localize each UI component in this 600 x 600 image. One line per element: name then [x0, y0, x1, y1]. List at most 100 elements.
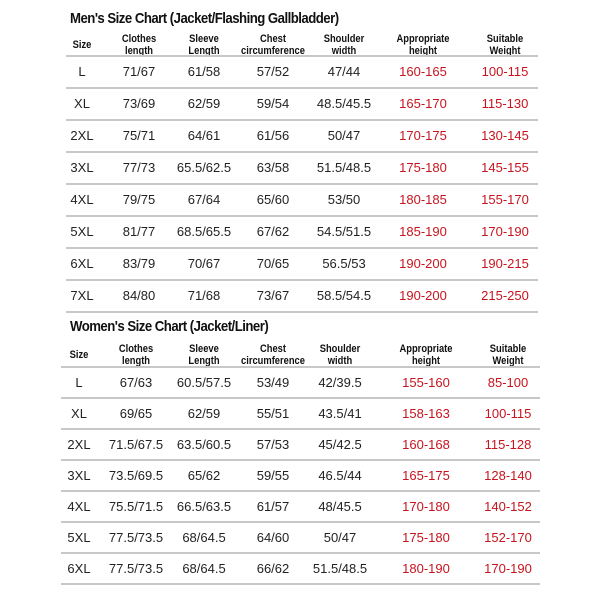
table-cell: 3XL	[70, 160, 94, 175]
table-cell: 7XL	[70, 288, 94, 303]
table-row: XL 73/69 62/59 59/54 48.5/45.5 165-170 115-130	[66, 89, 538, 121]
table-cell: 180-190	[402, 560, 450, 576]
table-cell: 65/60	[256, 192, 290, 207]
table-cell: 100-115	[484, 405, 532, 421]
table-row: 6XL 83/79 70/67 70/65 56.5/53 190-200 190-215	[66, 249, 538, 281]
table-cell: 175-180	[399, 160, 447, 175]
table-cell: 160-168	[402, 436, 450, 452]
table-cell: 2XL	[70, 128, 94, 143]
table-row: 5XL 81/77 68.5/65.5 67/62 54.5/51.5 185-190 17…	[66, 217, 538, 249]
table-cell: XL	[74, 96, 90, 111]
table-cell: 6XL	[70, 256, 94, 271]
table-cell: 160-165	[399, 64, 447, 79]
women-chart-title: Women's Size Chart (Jacket/Liner)	[70, 318, 269, 335]
table-cell: 61/58	[187, 64, 221, 79]
table-cell: 83/79	[122, 256, 156, 271]
table-cell: 140-152	[484, 498, 532, 514]
table-cell: 70/65	[256, 256, 290, 271]
table-row: 3XL 77/73 65.5/62.5 63/58 51.5/48.5 175-180 14…	[66, 153, 538, 185]
table-row: 5XL 77.5/73.5 68/64.5 64/60 50/47 175-180 152-…	[61, 523, 540, 554]
table-cell: 51.5/48.5	[316, 160, 372, 175]
table-cell: 60.5/57.5	[176, 374, 232, 390]
column-header: Chest circumference	[241, 33, 305, 57]
table-cell: 65/62	[187, 467, 221, 483]
table-cell: 165-170	[399, 96, 447, 111]
table-cell: 5XL	[67, 529, 91, 545]
table-cell: 170-175	[399, 128, 447, 143]
table-cell: 152-170	[484, 529, 532, 545]
table-cell: 57/53	[256, 436, 290, 452]
table-cell: 190-200	[399, 256, 447, 271]
table-cell: 63.5/60.5	[176, 436, 232, 452]
header-row: Size Clothes length Sleeve Length Chest cir…	[66, 33, 538, 57]
table-cell: 55/51	[256, 405, 290, 421]
women-size-table: Size Clothes length Sleeve Length Chest cir…	[61, 343, 540, 586]
table-cell: 54.5/51.5	[316, 224, 372, 239]
table-cell: 185-190	[399, 224, 447, 239]
table-cell: 4XL	[67, 498, 91, 514]
column-header: Size	[69, 349, 89, 361]
column-header: Appropriate height	[396, 33, 450, 57]
table-cell: 71.5/67.5	[108, 436, 164, 452]
table-cell: 4XL	[70, 192, 94, 207]
table-cell: 190-200	[399, 288, 447, 303]
table-cell: 61/56	[256, 128, 290, 143]
table-cell: 155-170	[481, 192, 529, 207]
table-cell: L	[75, 374, 83, 390]
table-row: 3XL 73.5/69.5 65/62 59/55 46.5/44 165-175 128-…	[61, 461, 540, 492]
table-cell: 77/73	[122, 160, 156, 175]
table-cell: 46.5/44	[318, 467, 362, 483]
table-row: 4XL 79/75 67/64 65/60 53/50 180-185 155-170	[66, 185, 538, 217]
column-header: Suitable Weight	[486, 33, 524, 57]
column-header: Clothes length	[121, 33, 157, 57]
table-cell: 69/65	[119, 405, 153, 421]
table-cell: 81/77	[122, 224, 156, 239]
table-cell: 67/62	[256, 224, 290, 239]
table-cell: XL	[71, 405, 87, 421]
table-row: L 67/63 60.5/57.5 53/49 42/39.5 155-160 85-100	[61, 368, 540, 399]
table-cell: 66/62	[256, 560, 290, 576]
table-cell: 165-175	[402, 467, 450, 483]
column-header: Shoulder width	[319, 343, 361, 367]
table-cell: 170-190	[481, 224, 529, 239]
table-cell: 6XL	[67, 560, 91, 576]
table-cell: 3XL	[67, 467, 91, 483]
table-cell: 215-250	[481, 288, 529, 303]
table-cell: 53/49	[256, 374, 290, 390]
table-cell: 2XL	[67, 436, 91, 452]
table-cell: 73/67	[256, 288, 290, 303]
table-cell: 59/55	[256, 467, 290, 483]
table-cell: 158-163	[402, 405, 450, 421]
header-divider	[61, 366, 540, 368]
table-cell: 48.5/45.5	[316, 96, 372, 111]
table-cell: 64/60	[256, 529, 290, 545]
table-row: 2XL 71.5/67.5 63.5/60.5 57/53 45/42.5 160-168…	[61, 430, 540, 461]
table-cell: 145-155	[481, 160, 529, 175]
table-cell: 62/59	[187, 405, 221, 421]
table-row: 6XL 77.5/73.5 68/64.5 66/62 51.5/48.5 180-190…	[61, 554, 540, 585]
table-row: 7XL 84/80 71/68 73/67 58.5/54.5 190-200 215-25…	[66, 281, 538, 313]
table-cell: 77.5/73.5	[108, 529, 164, 545]
table-cell: 73/69	[122, 96, 156, 111]
men-size-table: Size Clothes length Sleeve Length Chest cir…	[66, 33, 538, 313]
table-cell: 130-145	[481, 128, 529, 143]
table-cell: 75/71	[122, 128, 156, 143]
header-row: Size Clothes length Sleeve Length Chest cir…	[61, 343, 540, 367]
table-cell: 50/47	[327, 128, 361, 143]
table-cell: 53/50	[327, 192, 361, 207]
table-cell: 56.5/53	[322, 256, 366, 271]
table-cell: 62/59	[187, 96, 221, 111]
table-cell: 115-130	[481, 96, 529, 111]
table-cell: 61/57	[256, 498, 290, 514]
table-cell: 75.5/71.5	[108, 498, 164, 514]
table-row: 2XL 75/71 64/61 61/56 50/47 170-175 130-145	[66, 121, 538, 153]
column-header: Sleeve Length	[188, 33, 220, 57]
table-cell: 180-185	[399, 192, 447, 207]
table-cell: 68/64.5	[182, 529, 226, 545]
table-cell: 71/68	[187, 288, 221, 303]
table-cell: 128-140	[484, 467, 532, 483]
table-cell: 79/75	[122, 192, 156, 207]
table-cell: 170-190	[484, 560, 532, 576]
header-divider	[66, 55, 538, 57]
table-cell: 68.5/65.5	[176, 224, 232, 239]
